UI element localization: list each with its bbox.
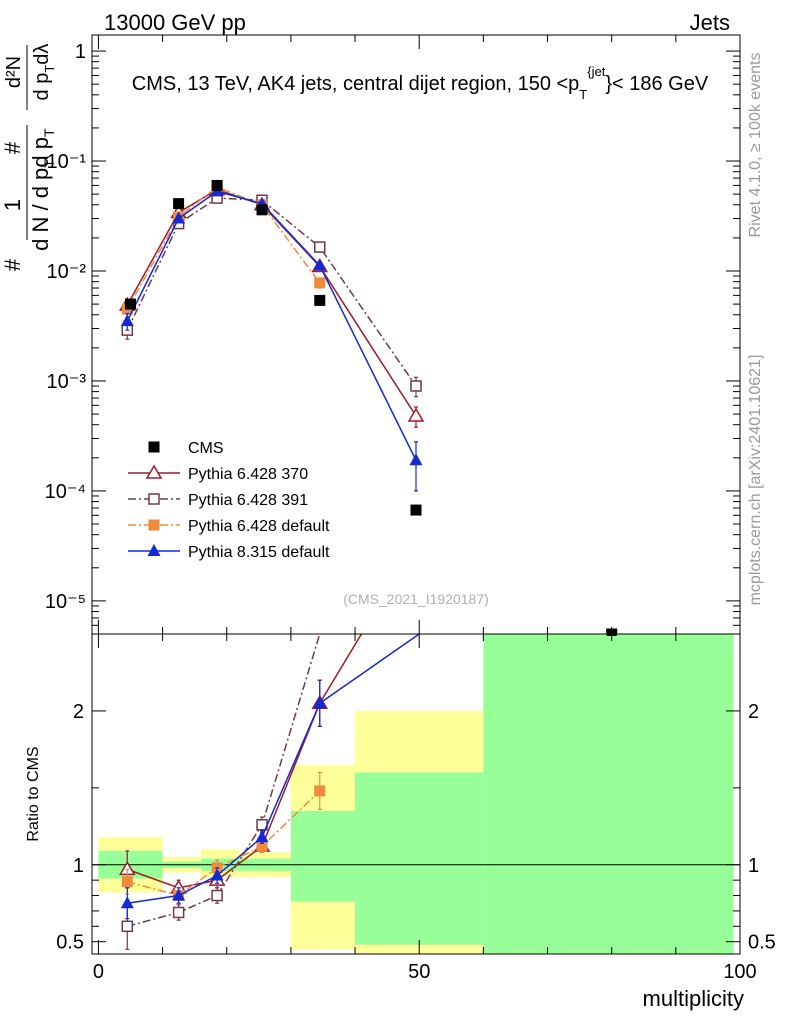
ylabel-frac2-num: #	[0, 141, 25, 154]
ratio-y-tick-label: 1	[73, 855, 84, 877]
main-data-point	[409, 453, 423, 466]
main-data-point	[410, 504, 422, 516]
ratio-y-tick-label-right: 2	[748, 701, 759, 723]
legend-marker	[148, 441, 160, 453]
y-tick-label: 10⁻⁴	[45, 481, 86, 503]
ratio-data-point	[121, 920, 134, 933]
main-data-point	[120, 314, 134, 327]
ylabel-frac3-den: d pTdλ	[31, 44, 57, 101]
uncertainty-band-inner	[290, 810, 356, 902]
ratio-ylabel: Ratio to CMS	[25, 746, 42, 841]
ratio-data-point	[314, 785, 326, 797]
ratio-y-tick-label-right: 1	[748, 855, 759, 877]
legend-label: Pythia 6.428 391	[188, 492, 308, 509]
main-data-point	[173, 198, 185, 210]
main-series-pythia-6-428-370	[118, 181, 425, 428]
ratio-series-line	[127, 633, 363, 889]
ratio-series-line	[127, 633, 420, 904]
legend-marker	[148, 519, 160, 531]
x-tick-label: 100	[723, 961, 756, 983]
y-tick-label: 10⁻⁵	[45, 591, 86, 613]
legend-marker	[147, 544, 161, 556]
x-tick-label: 50	[408, 961, 430, 983]
main-data-point	[314, 241, 326, 253]
ratio-y-tick-label: 2	[73, 701, 84, 723]
y-tick-label: 10⁻¹	[47, 151, 87, 173]
main-data-point	[256, 204, 268, 216]
main-series-line	[126, 186, 321, 310]
ratio-panel: 0.5 0.5 1 1 2 2 0 50 100	[56, 631, 776, 983]
y-tick-label: 1	[75, 41, 86, 63]
chart-title: CMS, 13 TeV, AK4 jets, central dijet reg…	[132, 64, 709, 102]
ratio-series-pythia-8-315-default	[120, 633, 420, 920]
ratio-series-line	[127, 633, 321, 928]
x-tick-label: 0	[93, 961, 104, 983]
legend-entry: Pythia 6.428 default	[128, 518, 330, 535]
main-series-pythia-6-428-391	[121, 192, 422, 398]
header-left: 13000 GeV pp	[104, 10, 246, 35]
legend-label: CMS	[188, 440, 224, 457]
legend-marker	[145, 464, 163, 479]
ratio-data-point	[121, 876, 133, 888]
main-series-pythia-8-315-default	[120, 184, 423, 492]
legend-entry: Pythia 8.315 default	[128, 544, 330, 561]
main-panel: 10⁻⁵ 10⁻⁴ 10⁻³ 10⁻² 10⁻¹ 1	[45, 34, 741, 640]
ratio-data-point	[255, 830, 269, 843]
ylabel-frac1-den: d N / d pT	[28, 159, 57, 251]
main-data-point	[211, 179, 223, 191]
legend-label: Pythia 8.315 default	[188, 544, 330, 561]
uncertainty-band-inner	[355, 772, 484, 945]
main-series-pythia-6-428-default	[121, 181, 326, 315]
ratio-frame	[91, 633, 741, 955]
main-series-cms	[124, 179, 618, 640]
main-data-point	[410, 380, 422, 392]
main-series-line	[126, 190, 417, 461]
main-data-point	[407, 407, 425, 422]
legend-entry: CMS	[148, 440, 224, 457]
analysis-watermark: (CMS_2021_I1920187)	[343, 591, 489, 607]
y-tick-label: 10⁻³	[47, 371, 87, 393]
x-axis-label: multiplicity	[643, 986, 744, 1011]
ratio-y-tick-label: 0.5	[56, 932, 84, 954]
mcplots-label: mcplots.cern.ch [arXiv:2401.10621]	[747, 355, 764, 606]
legend-label: Pythia 6.428 default	[188, 518, 330, 535]
rivet-label: Rivet 4.1.0, ≥ 100k events	[747, 53, 764, 238]
legend-entry: Pythia 6.428 391	[128, 492, 308, 509]
header-right: Jets	[690, 10, 730, 35]
main-data-point	[172, 211, 186, 224]
ratio-data-point	[256, 840, 268, 852]
ratio-series-pythia-6-428-391	[121, 633, 321, 950]
main-data-point	[314, 277, 326, 289]
ylabel-frac1-num: 1	[0, 199, 25, 211]
main-data-point	[314, 294, 326, 306]
main-series-line	[126, 197, 417, 387]
ratio-y-tick-label-right: 0.5	[748, 932, 776, 954]
ratio-data-point	[172, 906, 185, 919]
main-ylabel: 1 d N / d pT # # d pT d²N d pTdλ	[0, 44, 57, 272]
legend-marker	[148, 493, 160, 505]
ylabel-frac3-num: d²N	[3, 56, 25, 88]
ratio-data-point	[211, 889, 223, 902]
legend-label: Pythia 6.428 370	[188, 466, 308, 483]
legend-entry: Pythia 6.428 370	[128, 464, 308, 483]
main-data-point	[124, 298, 136, 310]
main-data-point	[313, 258, 327, 271]
ylabel-frac2-den: d pT	[28, 128, 57, 168]
ratio-data-point	[313, 696, 327, 709]
uncertainty-band-inner	[483, 634, 734, 954]
ratio-data-point	[172, 888, 186, 901]
main-series-line	[126, 188, 417, 417]
legend: CMS Pythia 6.428 370 Pythia 6.428 391 Pythi…	[128, 440, 330, 561]
ratio-data-point	[120, 896, 134, 909]
ylabel-hash-left: #	[0, 258, 25, 271]
y-tick-label: 10⁻²	[47, 261, 87, 283]
ratio-data-point	[210, 868, 224, 881]
